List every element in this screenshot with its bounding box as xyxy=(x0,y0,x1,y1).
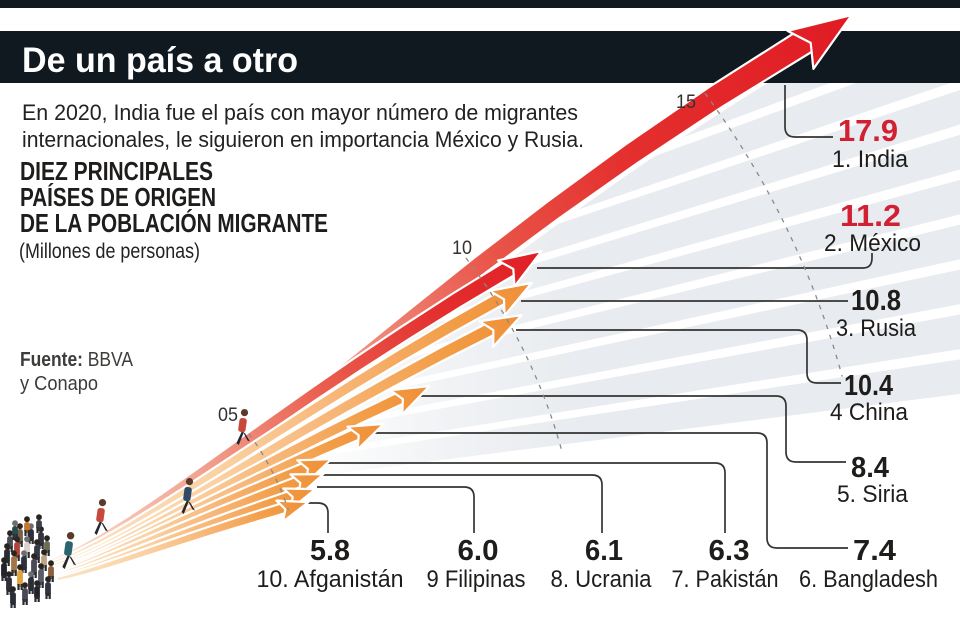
svg-text:10.8: 10.8 xyxy=(851,285,901,317)
svg-text:6.3: 6.3 xyxy=(709,535,750,567)
svg-text:7. Pakistán: 7. Pakistán xyxy=(672,566,779,593)
svg-text:De un país a otro: De un país a otro xyxy=(22,41,298,80)
svg-text:(Millones de personas): (Millones de personas) xyxy=(19,240,200,263)
svg-text:DIEZ PRINCIPALES: DIEZ PRINCIPALES xyxy=(20,156,213,186)
svg-text:6. Bangladesh: 6. Bangladesh xyxy=(799,566,938,593)
svg-text:8. Ucrania: 8. Ucrania xyxy=(551,566,653,593)
svg-text:17.9: 17.9 xyxy=(838,113,898,148)
svg-text:y Conapo: y Conapo xyxy=(20,373,98,395)
svg-text:6.0: 6.0 xyxy=(458,535,499,567)
svg-text:6.1: 6.1 xyxy=(585,535,623,567)
svg-text:11.2: 11.2 xyxy=(840,198,901,233)
svg-text:7.4: 7.4 xyxy=(853,535,896,567)
svg-text:10. Afganistán: 10. Afganistán xyxy=(257,566,404,593)
svg-text:1. India: 1. India xyxy=(832,146,909,173)
svg-text:internacionales, le siguieron: internacionales, le siguieron en importa… xyxy=(22,127,584,152)
svg-text:10.4: 10.4 xyxy=(844,370,893,402)
svg-text:9 Filipinas: 9 Filipinas xyxy=(427,566,526,593)
svg-text:En 2020, India fue el país con: En 2020, India fue el país con mayor núm… xyxy=(22,100,578,125)
svg-text:PAÍSES DE ORIGEN: PAÍSES DE ORIGEN xyxy=(20,182,216,212)
svg-text:15: 15 xyxy=(676,92,696,113)
svg-text:Fuente: BBVA: Fuente: BBVA xyxy=(20,349,134,371)
svg-text:2. México: 2. México xyxy=(824,230,921,257)
svg-text:3. Rusia: 3. Rusia xyxy=(836,315,917,342)
svg-text:05: 05 xyxy=(218,405,238,426)
svg-text:5.8: 5.8 xyxy=(310,535,350,567)
svg-text:4 China: 4 China xyxy=(830,399,909,426)
svg-text:DE LA POBLACIÓN MIGRANTE: DE LA POBLACIÓN MIGRANTE xyxy=(20,208,328,238)
svg-text:5. Siria: 5. Siria xyxy=(837,481,909,508)
svg-text:8.4: 8.4 xyxy=(851,452,889,484)
svg-text:10: 10 xyxy=(452,238,472,259)
